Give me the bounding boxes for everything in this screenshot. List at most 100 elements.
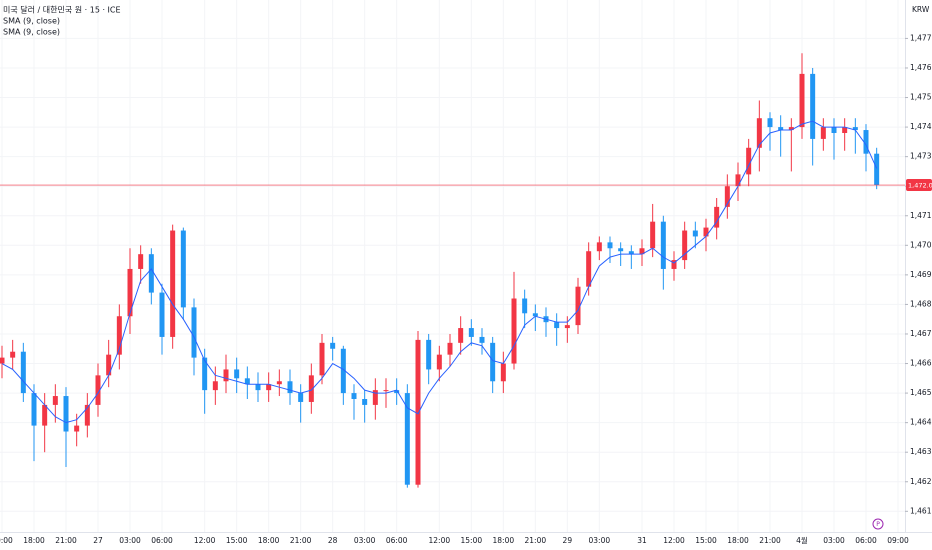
candle-body (127, 268, 133, 317)
x-tick-label: 15:00 (226, 536, 248, 545)
y-tick-label: 1,463.00 (910, 447, 932, 456)
candle-body (74, 425, 80, 432)
y-tick-label: 1,470.00 (910, 240, 932, 249)
candle-body (84, 404, 90, 426)
candle-body (639, 248, 645, 255)
y-tick-label: 1,476.00 (910, 63, 932, 72)
y-tick-label: 1,468.00 (910, 299, 932, 308)
candle-body (436, 354, 442, 370)
x-tick-label: 29 (563, 536, 573, 545)
candle-body (724, 186, 730, 207)
x-tick-label: 18:00 (23, 536, 45, 545)
candle-body (778, 127, 784, 131)
candle-body (362, 399, 368, 405)
x-tick-label: 15:00 (695, 536, 717, 545)
candle-body (159, 292, 165, 337)
x-tick-label: 03:00 (589, 536, 611, 545)
x-tick-label: 18:00 (258, 536, 280, 545)
legend-entry: SMA (9, close) (3, 28, 60, 37)
x-tick-label: 21:00 (290, 536, 312, 545)
candle-body (788, 127, 794, 131)
y-tick-label: 1,462.00 (910, 477, 932, 486)
x-tick-label: 03:00 (823, 536, 845, 545)
x-tick-label: 15:00 (461, 536, 483, 545)
x-tick-label: 03:00 (119, 536, 141, 545)
x-tick-label: 28 (328, 536, 338, 545)
candle-body (212, 381, 218, 391)
x-tick-label: 31 (637, 536, 647, 545)
candle-body (575, 286, 581, 326)
candle-body (703, 227, 709, 237)
x-tick-label: 4월 (796, 535, 808, 545)
candle-body (618, 248, 624, 252)
candle-body (116, 316, 122, 355)
event-marker[interactable] (872, 518, 884, 530)
x-tick-label: 06:00 (855, 536, 877, 545)
candle-body (351, 393, 357, 399)
event-marker-label[interactable]: P (876, 521, 880, 528)
candle-body (191, 307, 197, 358)
candle-body (330, 342, 336, 349)
y-tick-label: 1,471.00 (910, 211, 932, 220)
x-tick-label: 06:00 (386, 536, 408, 545)
candle-body (266, 384, 272, 391)
x-tick-label: 21:00 (525, 536, 547, 545)
candle-body (138, 254, 144, 269)
candle-body (106, 354, 112, 376)
x-tick-label: 09:00 (887, 536, 909, 545)
candle-body (52, 396, 58, 405)
y-tick-label: 1,467.00 (910, 329, 932, 338)
x-tick-label: 06:00 (151, 536, 173, 545)
y-tick-label: 1,465.00 (910, 388, 932, 397)
candle-body (586, 251, 592, 287)
candle-body (255, 384, 261, 391)
candle-body (767, 118, 773, 128)
candle-body (319, 342, 325, 376)
candle-body (660, 221, 666, 269)
candle-body (831, 127, 837, 133)
candle-body (340, 348, 346, 394)
candle-body (42, 404, 48, 426)
candle-body (298, 393, 304, 402)
x-tick-label: 27 (93, 536, 103, 545)
candle-body (372, 390, 378, 405)
candle-body (500, 363, 506, 382)
y-tick-label: 1,475.00 (910, 93, 932, 102)
candle-body (426, 339, 432, 370)
candle-body (31, 393, 37, 426)
y-tick-label: 1,466.00 (910, 359, 932, 368)
candle-body (383, 390, 389, 392)
candle-body (10, 351, 16, 358)
y-tick-label: 1,469.00 (910, 270, 932, 279)
candle-body (820, 127, 826, 139)
last-price-tag (906, 179, 932, 192)
candle-body (692, 230, 698, 237)
candle-body (479, 336, 485, 343)
candle-body (180, 230, 186, 308)
candle-body (447, 342, 453, 355)
candle-body (458, 328, 464, 343)
candle-body (404, 393, 410, 485)
candle-body (20, 351, 26, 394)
candle-body (735, 174, 741, 187)
candle-body (682, 230, 688, 261)
candle-body (842, 127, 848, 133)
candle-body (95, 375, 101, 405)
last-price-label: 1,472.04 (908, 182, 932, 190)
candle-body (874, 153, 880, 186)
x-tick-label: 12:00 (429, 536, 451, 545)
candle-body (756, 118, 762, 148)
candle-body (810, 73, 816, 139)
sma-line (1, 120, 878, 424)
candle-body (522, 298, 528, 314)
candle-body (170, 230, 176, 337)
candle-body (511, 298, 517, 364)
y-tick-label: 1,474.00 (910, 122, 932, 131)
candle-body (490, 342, 496, 382)
candle-body (287, 381, 293, 394)
candle-body (607, 242, 613, 249)
x-tick-label: 03:00 (354, 536, 376, 545)
y-tick-label: 1,461.00 (910, 506, 932, 515)
candle-body (0, 357, 5, 364)
